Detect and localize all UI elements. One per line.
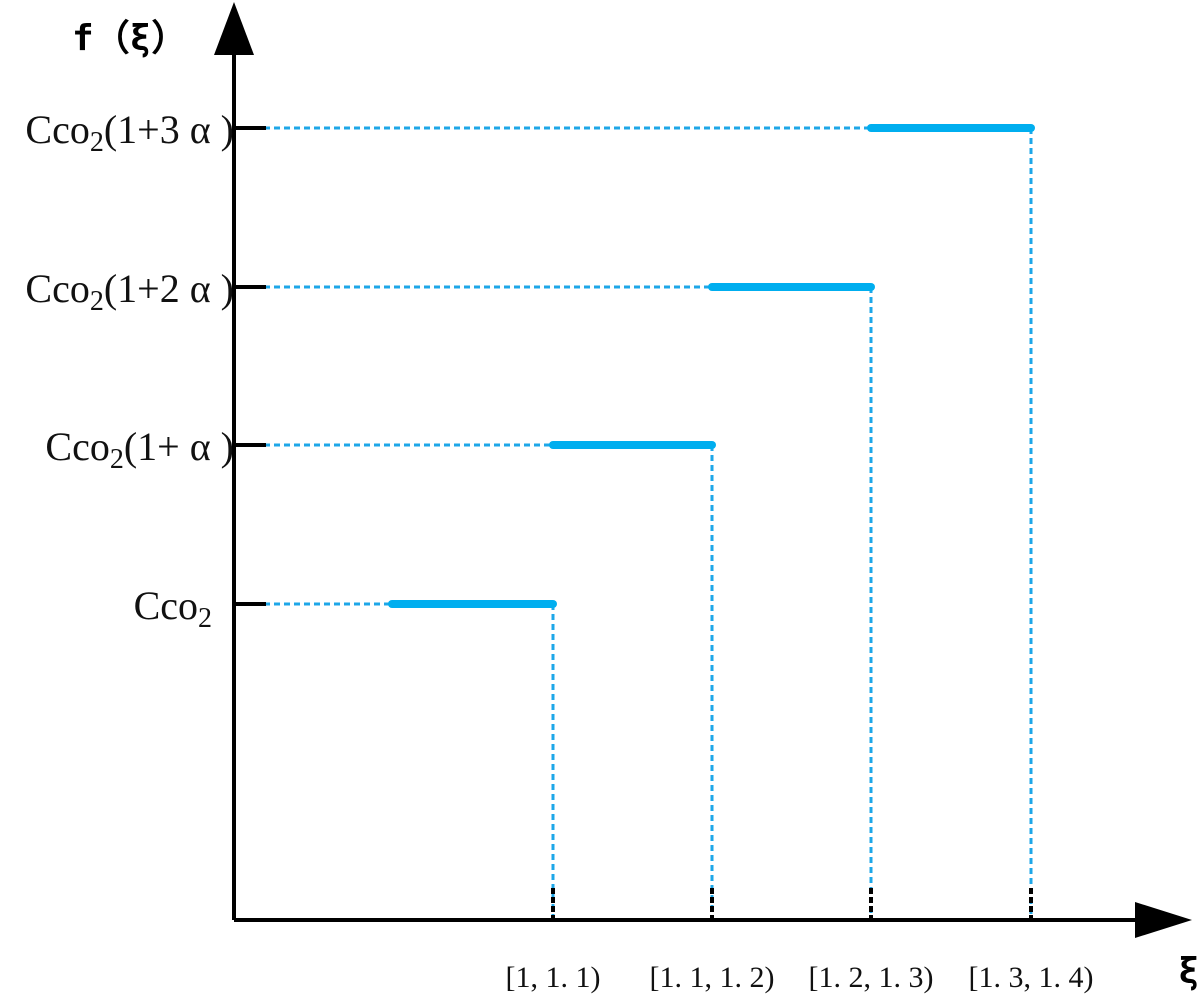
step-segments bbox=[388, 124, 1035, 608]
y-tick-label-sub: 2 bbox=[90, 286, 104, 317]
x-axis-title: ξ bbox=[1178, 951, 1200, 992]
y-axis-arrow-icon bbox=[214, 2, 254, 55]
x-tick-label: [1, 1. 1) bbox=[506, 961, 601, 994]
y-tick-label: Cco2(1+ α ) bbox=[45, 424, 234, 475]
y-ticks bbox=[234, 126, 266, 606]
guide-lines bbox=[264, 126, 1033, 920]
y-tick-label: Cco2 bbox=[134, 583, 212, 634]
y-tick-label: Cco2(1+3 α ) bbox=[25, 107, 234, 158]
y-tick-label-base: Cco bbox=[134, 583, 198, 628]
y-tick-label-base: Cco bbox=[45, 424, 109, 469]
y-tick-label-sub: 2 bbox=[90, 127, 104, 158]
x-ticks bbox=[551, 888, 1033, 920]
y-tick-label: Cco2(1+2 α ) bbox=[25, 266, 234, 317]
y-tick-label-sub: 2 bbox=[110, 444, 124, 475]
y-tick-label-sub: 2 bbox=[198, 603, 212, 634]
y-axis-title: f（ξ） bbox=[72, 18, 187, 59]
y-tick-label-suffix: (1+ α ) bbox=[124, 424, 234, 469]
y-tick-label-suffix: (1+2 α ) bbox=[104, 266, 234, 311]
y-tick-label-suffix: (1+3 α ) bbox=[104, 107, 234, 152]
axes bbox=[214, 2, 1192, 938]
y-tick-label-base: Cco bbox=[25, 107, 89, 152]
y-tick-label-base: Cco bbox=[25, 266, 89, 311]
x-tick-label: [1. 2, 1. 3) bbox=[809, 961, 934, 994]
x-tick-label: [1. 1, 1. 2) bbox=[650, 961, 775, 994]
x-axis-arrow-icon bbox=[1135, 902, 1192, 938]
x-tick-labels: [1, 1. 1) [1. 1, 1. 2) [1. 2, 1. 3) [1. 3, … bbox=[506, 961, 1094, 994]
x-tick-label: [1. 3, 1. 4) bbox=[969, 961, 1094, 994]
